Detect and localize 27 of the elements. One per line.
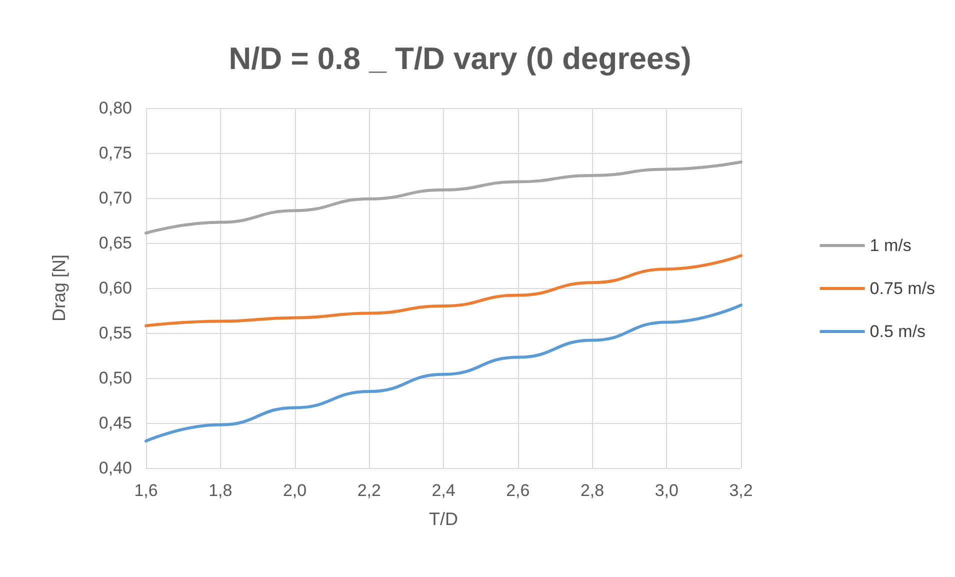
y-tick-label: 0,40 [98,458,132,478]
y-tick-label: 0,80 [98,98,132,118]
x-tick-label: 3,0 [654,481,678,500]
x-tick-label: 3,2 [729,481,753,500]
chart-title: N/D = 0.8 _ T/D vary (0 degrees) [228,41,692,76]
x-tick-label: 1,8 [208,481,232,500]
y-tick-label: 0,45 [98,414,132,432]
x-tick-label: 2,8 [580,481,604,500]
legend-label: 0.5 m/s [870,322,926,341]
y-tick-label: 0,70 [98,188,132,208]
y-tick-label: 0,55 [98,324,132,342]
x-axis-title: T/D [429,509,458,529]
x-tick-label: 2,4 [432,481,456,500]
y-tick-label: 0,50 [98,368,132,388]
y-axis-title: Drag [N] [49,254,69,322]
x-tick-label: 2,6 [506,481,530,500]
y-tick-label: 0,65 [98,234,132,252]
line-series [144,160,742,235]
y-tick-label: 0,75 [98,144,132,162]
x-tick-label: 2,0 [282,481,307,500]
y-tick-label: 0,60 [98,278,132,298]
legend-label: 0.75 m/s [870,279,936,298]
x-tick-label: 1,6 [134,481,158,500]
line-series [144,254,742,328]
x-tick-label: 2,2 [357,481,381,500]
line-series [144,304,742,442]
legend-label: 1 m/s [870,236,912,255]
